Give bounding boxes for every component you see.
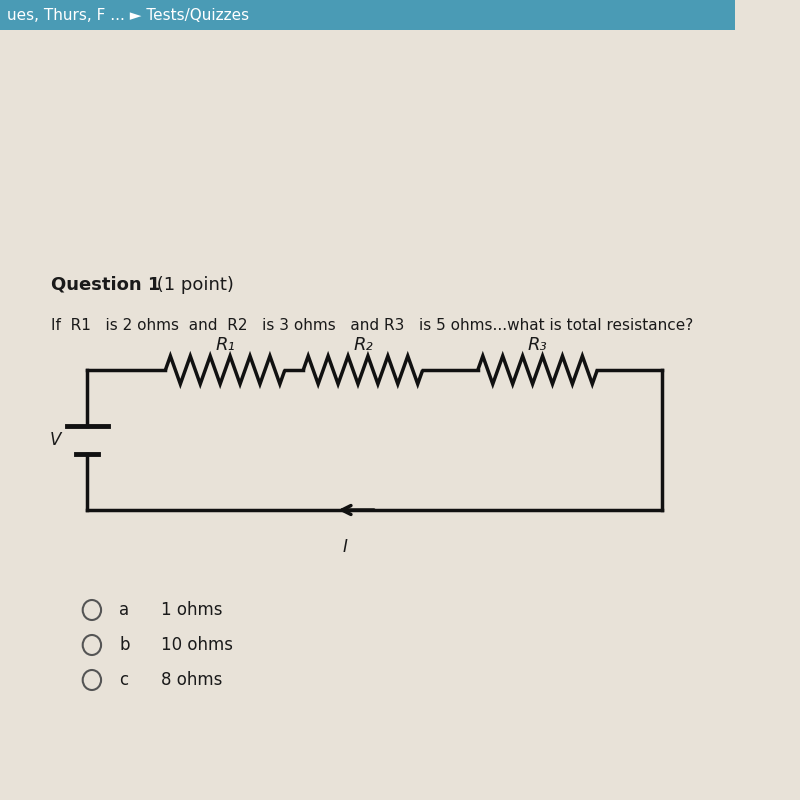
Text: Question 1: Question 1 <box>50 276 160 294</box>
Text: 8 ohms: 8 ohms <box>161 671 222 689</box>
Text: If  R1   is 2 ohms  and  R2   is 3 ohms   and R3   is 5 ohms...what is total res: If R1 is 2 ohms and R2 is 3 ohms and R3 … <box>50 318 693 333</box>
Text: ues, Thurs, F ... ► Tests/Quizzes: ues, Thurs, F ... ► Tests/Quizzes <box>7 7 250 22</box>
Text: c: c <box>119 671 129 689</box>
Text: 1 ohms: 1 ohms <box>161 601 222 619</box>
Text: b: b <box>119 636 130 654</box>
Text: R₂: R₂ <box>353 336 373 354</box>
Text: R₃: R₃ <box>528 336 547 354</box>
Text: 10 ohms: 10 ohms <box>161 636 233 654</box>
Text: V: V <box>50 431 61 449</box>
Text: I: I <box>342 538 347 556</box>
Text: R₁: R₁ <box>215 336 235 354</box>
Text: a: a <box>119 601 130 619</box>
FancyBboxPatch shape <box>0 0 735 30</box>
Text: (1 point): (1 point) <box>150 276 234 294</box>
